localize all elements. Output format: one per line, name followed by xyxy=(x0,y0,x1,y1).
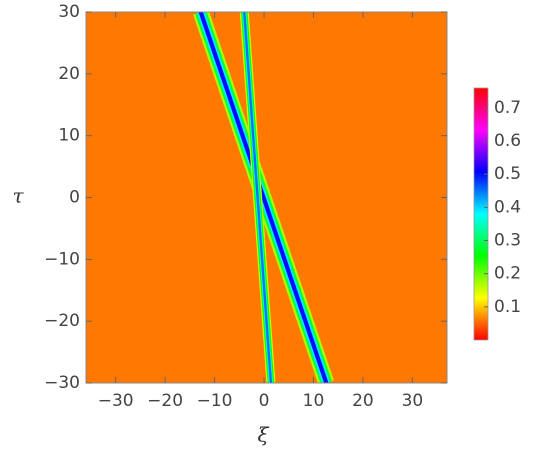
x-tick-label: 20 xyxy=(352,391,374,411)
y-tick-label: 10 xyxy=(58,126,80,146)
colorbar-tick-label: 0.6 xyxy=(494,131,521,151)
colorbar-tick-label: 0.5 xyxy=(494,164,521,184)
colorbar-tick-label: 0.7 xyxy=(494,98,521,118)
x-tick-label: 10 xyxy=(303,391,325,411)
x-tick-label: −30 xyxy=(98,391,134,411)
x-tick-label: 30 xyxy=(402,391,424,411)
x-tick-label: 0 xyxy=(259,391,270,411)
y-tick-label: 20 xyxy=(58,64,80,84)
colorbar-tick-label: 0.4 xyxy=(494,197,521,217)
colorbar-tick-label: 0.3 xyxy=(494,231,521,251)
x-axis-label: ξ xyxy=(257,423,269,447)
x-tick-label: −20 xyxy=(147,391,183,411)
plot-area xyxy=(86,12,447,383)
ridge-core xyxy=(198,12,329,383)
y-tick-label: −10 xyxy=(44,249,80,269)
colorbar xyxy=(473,87,489,341)
ridge-core xyxy=(243,12,273,383)
y-tick-label: 30 xyxy=(58,2,80,22)
x-tick-label: −10 xyxy=(197,391,233,411)
y-axis-label: τ xyxy=(12,184,24,208)
y-tick-label: −20 xyxy=(44,311,80,331)
y-tick-label: −30 xyxy=(44,373,80,393)
colorbar-tick-label: 0.2 xyxy=(494,264,521,284)
colorbar-tick-label: 0.1 xyxy=(494,297,521,317)
y-tick-label: 0 xyxy=(69,188,80,208)
